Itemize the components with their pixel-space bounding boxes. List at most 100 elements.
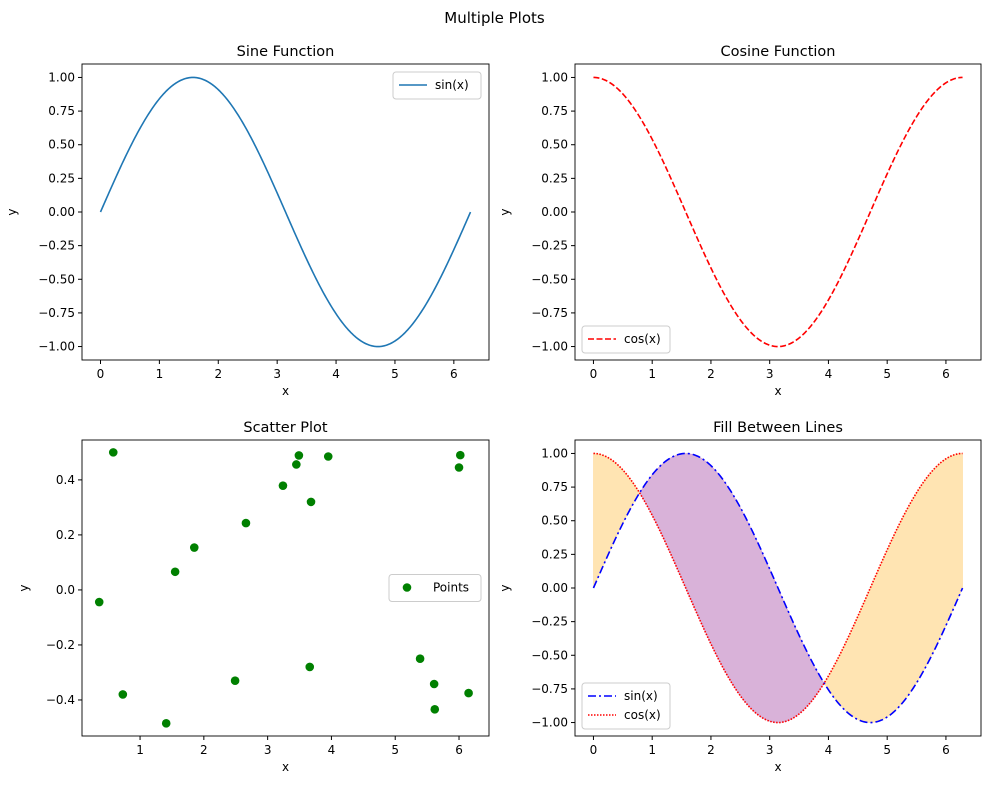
scatter-point xyxy=(94,597,104,607)
y-tick-label: 0.0 xyxy=(56,583,75,597)
x-tick-label: 1 xyxy=(136,743,144,757)
legend-box xyxy=(581,682,671,730)
scatter-point xyxy=(464,688,473,698)
x-tick-label: 0 xyxy=(97,367,105,381)
x-tick-label: 2 xyxy=(707,367,715,381)
plot-area xyxy=(592,452,964,724)
x-axis-label: x xyxy=(774,760,781,774)
legend: cos(x) xyxy=(581,325,671,354)
y-tick-label: −0.75 xyxy=(531,682,568,696)
x-tick-label: 3 xyxy=(264,743,272,757)
y-tick-label: 0.2 xyxy=(56,528,75,542)
legend: sin(x) cos(x) xyxy=(581,682,671,730)
subplot-title: Sine Function xyxy=(237,44,335,60)
figure-title: Multiple Plots xyxy=(444,9,545,27)
scatter-point xyxy=(292,460,301,469)
y-tick-label: 0.4 xyxy=(56,473,75,487)
y-tick-label: 0.25 xyxy=(48,171,75,185)
y-tick-label: −0.2 xyxy=(46,638,75,652)
scatter-point xyxy=(415,654,425,663)
x-tick-label: 5 xyxy=(391,367,399,381)
scatter-point xyxy=(430,705,440,714)
y-axis-label: y xyxy=(17,584,31,591)
x-tick-label: 6 xyxy=(942,367,950,381)
x-tick-label: 3 xyxy=(273,367,281,381)
legend-box xyxy=(581,325,671,354)
subplot-3: 1 2 3 4 5 6 −0.4 −0.2 0.0 0.2 0.4 Scatter Plot x y Poi… xyxy=(17,420,490,774)
y-tick-label: 0.00 xyxy=(48,205,75,219)
legend-label: sin(x) xyxy=(435,78,469,92)
x-tick-label: 3 xyxy=(766,367,774,381)
scatter-point xyxy=(429,679,439,689)
x-tick-label: 2 xyxy=(707,743,715,757)
scatter-point xyxy=(161,719,171,728)
y-tick-label: 0.75 xyxy=(48,104,75,118)
y-tick-label: 0.75 xyxy=(541,480,568,494)
axes-frame xyxy=(574,63,982,361)
subplot-title: Cosine Function xyxy=(721,44,836,60)
fill-region-cos-above xyxy=(593,453,640,589)
plot-area xyxy=(593,76,963,348)
x-tick-label: 5 xyxy=(391,743,399,757)
y-tick-label: 1.00 xyxy=(541,446,568,460)
y-tick-label: −0.50 xyxy=(38,272,75,286)
y-tick-label: 1.00 xyxy=(541,70,568,84)
x-tick-label: 1 xyxy=(156,367,164,381)
x-axis-label: x xyxy=(282,760,289,774)
plot-area xyxy=(94,448,473,728)
scatter-point xyxy=(306,497,316,507)
series-line-sin xyxy=(592,452,964,724)
x-tick-label: 4 xyxy=(825,367,833,381)
y-tick-label: −1.00 xyxy=(531,716,568,730)
x-tick-label: 1 xyxy=(648,367,656,381)
legend-box xyxy=(392,71,482,100)
x-tick-label: 5 xyxy=(883,367,891,381)
y-tick-label: −0.4 xyxy=(46,693,75,707)
y-tick-label: 1.00 xyxy=(48,70,75,84)
y-axis-label: y xyxy=(498,208,512,215)
y-axis-label: y xyxy=(498,584,512,591)
scatter-point xyxy=(230,676,240,686)
x-axis-label: x xyxy=(774,384,781,398)
scatter-point xyxy=(118,690,128,699)
legend-box xyxy=(388,574,482,602)
scatter-point xyxy=(241,518,251,528)
legend-label: cos(x) xyxy=(624,708,661,722)
subplot-title: Fill Between Lines xyxy=(713,420,843,436)
series-line-sin xyxy=(99,76,472,348)
scatter-point xyxy=(108,448,118,457)
subplot-2: 0 1 2 3 4 5 6 −1.00 −0.75 −0.50 −0.25 0.00 0.25 0.50 0… xyxy=(498,44,982,398)
x-tick-label: 6 xyxy=(455,743,463,757)
y-tick-label: −0.75 xyxy=(531,306,568,320)
plot-area xyxy=(99,76,472,348)
y-tick-label: 0.00 xyxy=(541,205,568,219)
scatter-point xyxy=(454,463,464,472)
legend: sin(x) xyxy=(392,71,482,100)
scatter-point xyxy=(294,451,304,460)
x-tick-label: 4 xyxy=(332,367,340,381)
scatter-point xyxy=(323,452,333,461)
y-tick-label: 0.25 xyxy=(541,547,568,561)
legend: Points xyxy=(388,574,482,602)
x-axis-label: x xyxy=(282,384,289,398)
legend-label: cos(x) xyxy=(624,332,661,346)
axes-frame xyxy=(81,439,490,737)
y-tick-label: 0.50 xyxy=(541,138,568,152)
x-tick-label: 2 xyxy=(200,743,208,757)
y-tick-label: 0.50 xyxy=(541,514,568,528)
x-tick-label: 4 xyxy=(328,743,336,757)
y-tick-label: 0.25 xyxy=(541,171,568,185)
x-tick-label: 4 xyxy=(825,743,833,757)
legend-label: sin(x) xyxy=(624,689,658,703)
x-tick-label: 3 xyxy=(766,743,774,757)
x-tick-label: 6 xyxy=(450,367,458,381)
subplot-1: 0 1 2 3 4 5 6 −1.00 −0.75 −0.50 −0.25 0.00 0.25 0.50 0… xyxy=(5,44,490,398)
series-line-cos xyxy=(593,76,963,348)
y-tick-label: −1.00 xyxy=(531,340,568,354)
scatter-point xyxy=(170,567,180,577)
scatter-point xyxy=(189,543,199,552)
y-tick-label: −0.25 xyxy=(531,615,568,629)
y-tick-label: −0.25 xyxy=(38,239,75,253)
y-tick-label: −1.00 xyxy=(38,340,75,354)
